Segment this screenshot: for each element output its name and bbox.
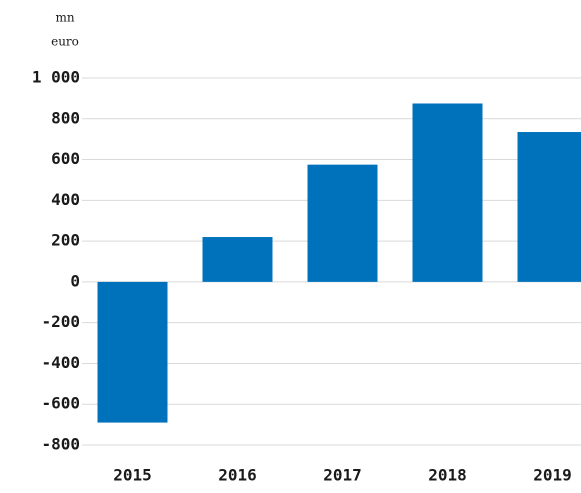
y-tick-label: 200 <box>51 231 80 250</box>
x-tick-label: 2019 <box>533 466 572 485</box>
bar <box>517 132 581 282</box>
bar <box>97 281 168 423</box>
y-tick-label: -600 <box>41 394 80 413</box>
y-tick-label: 0 <box>70 271 80 290</box>
x-tick-label: 2016 <box>218 466 257 485</box>
x-tick-label: 2018 <box>428 466 467 485</box>
y-tick-label: -400 <box>41 353 80 372</box>
y-tick-label: 800 <box>51 108 80 127</box>
y-tick-label: -200 <box>41 312 80 331</box>
y-tick-label: -800 <box>41 435 80 454</box>
bar <box>202 237 273 282</box>
y-axis-label: euro <box>51 35 79 49</box>
bar <box>307 164 378 282</box>
y-axis-label: mn <box>55 11 74 25</box>
x-tick-label: 2015 <box>113 466 152 485</box>
y-tick-label: 400 <box>51 190 80 209</box>
y-tick-label: 600 <box>51 149 80 168</box>
y-tick-label: 1 000 <box>32 68 80 87</box>
bar <box>412 103 483 282</box>
x-tick-label: 2017 <box>323 466 362 485</box>
